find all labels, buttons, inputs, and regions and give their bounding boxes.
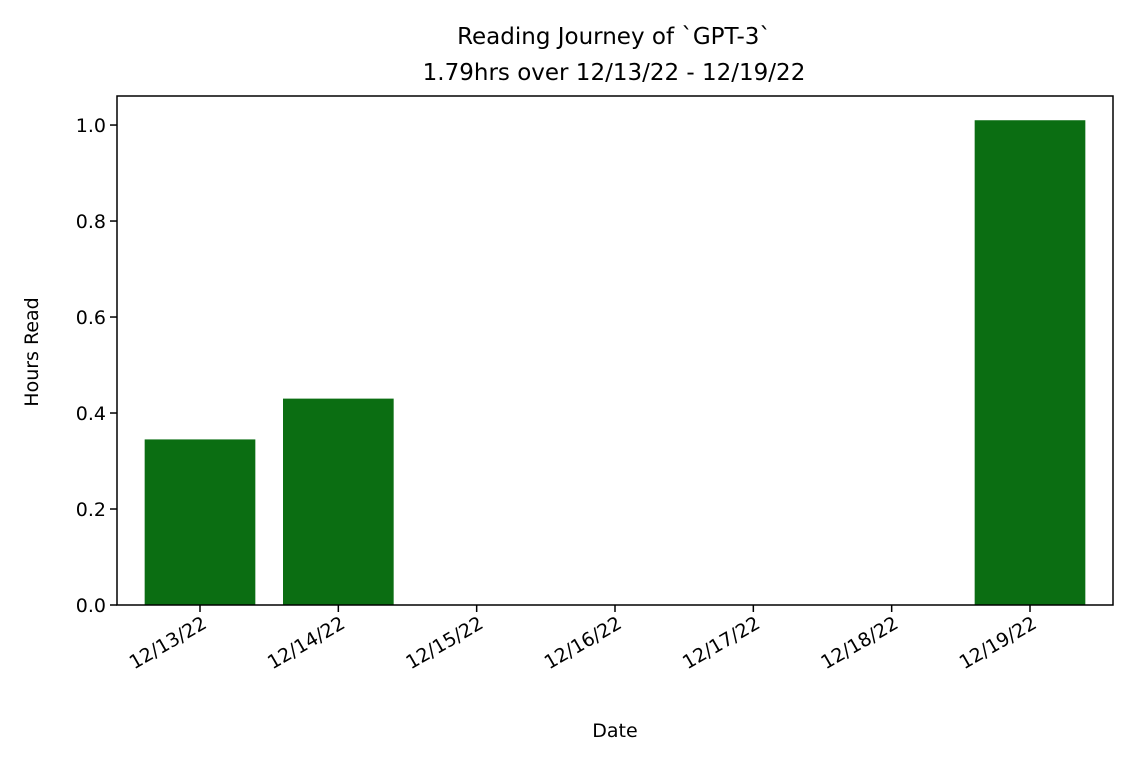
plot-frame: [116, 95, 1114, 606]
x-axis-label: Date: [592, 720, 637, 742]
x-axis: 12/13/22 12/14/22 12/15/22 12/16/22 12/17/22…: [126, 605, 1041, 674]
x-tick-label: 12/19/22: [956, 612, 1041, 674]
y-tick-label: 0.4: [76, 403, 106, 425]
bar-12-14-22: [283, 398, 394, 605]
x-tick-label: 12/14/22: [264, 612, 349, 674]
x-tick-label: 12/17/22: [679, 612, 764, 674]
chart-title: Reading Journey of `GPT-3`: [457, 24, 771, 50]
y-tick-label: 0.0: [76, 595, 106, 617]
y-axis: 0.0 0.2 0.4 0.6 0.8 1.0: [76, 115, 117, 617]
y-tick-label: 0.6: [76, 307, 106, 329]
x-tick-label: 12/13/22: [126, 612, 211, 674]
bars-group: [144, 120, 1086, 605]
y-tick-label: 1.0: [76, 115, 106, 137]
bar-12-19-22: [974, 120, 1086, 605]
x-tick-label: 12/15/22: [402, 612, 487, 674]
y-tick-label: 0.8: [76, 211, 106, 233]
x-tick-label: 12/18/22: [817, 612, 902, 674]
chart-subtitle: 1.79hrs over 12/13/22 - 12/19/22: [423, 60, 806, 86]
bar-12-13-22: [144, 439, 256, 605]
y-axis-label: Hours Read: [21, 297, 43, 406]
x-tick-label: 12/16/22: [541, 612, 626, 674]
y-tick-label: 0.2: [76, 499, 106, 521]
